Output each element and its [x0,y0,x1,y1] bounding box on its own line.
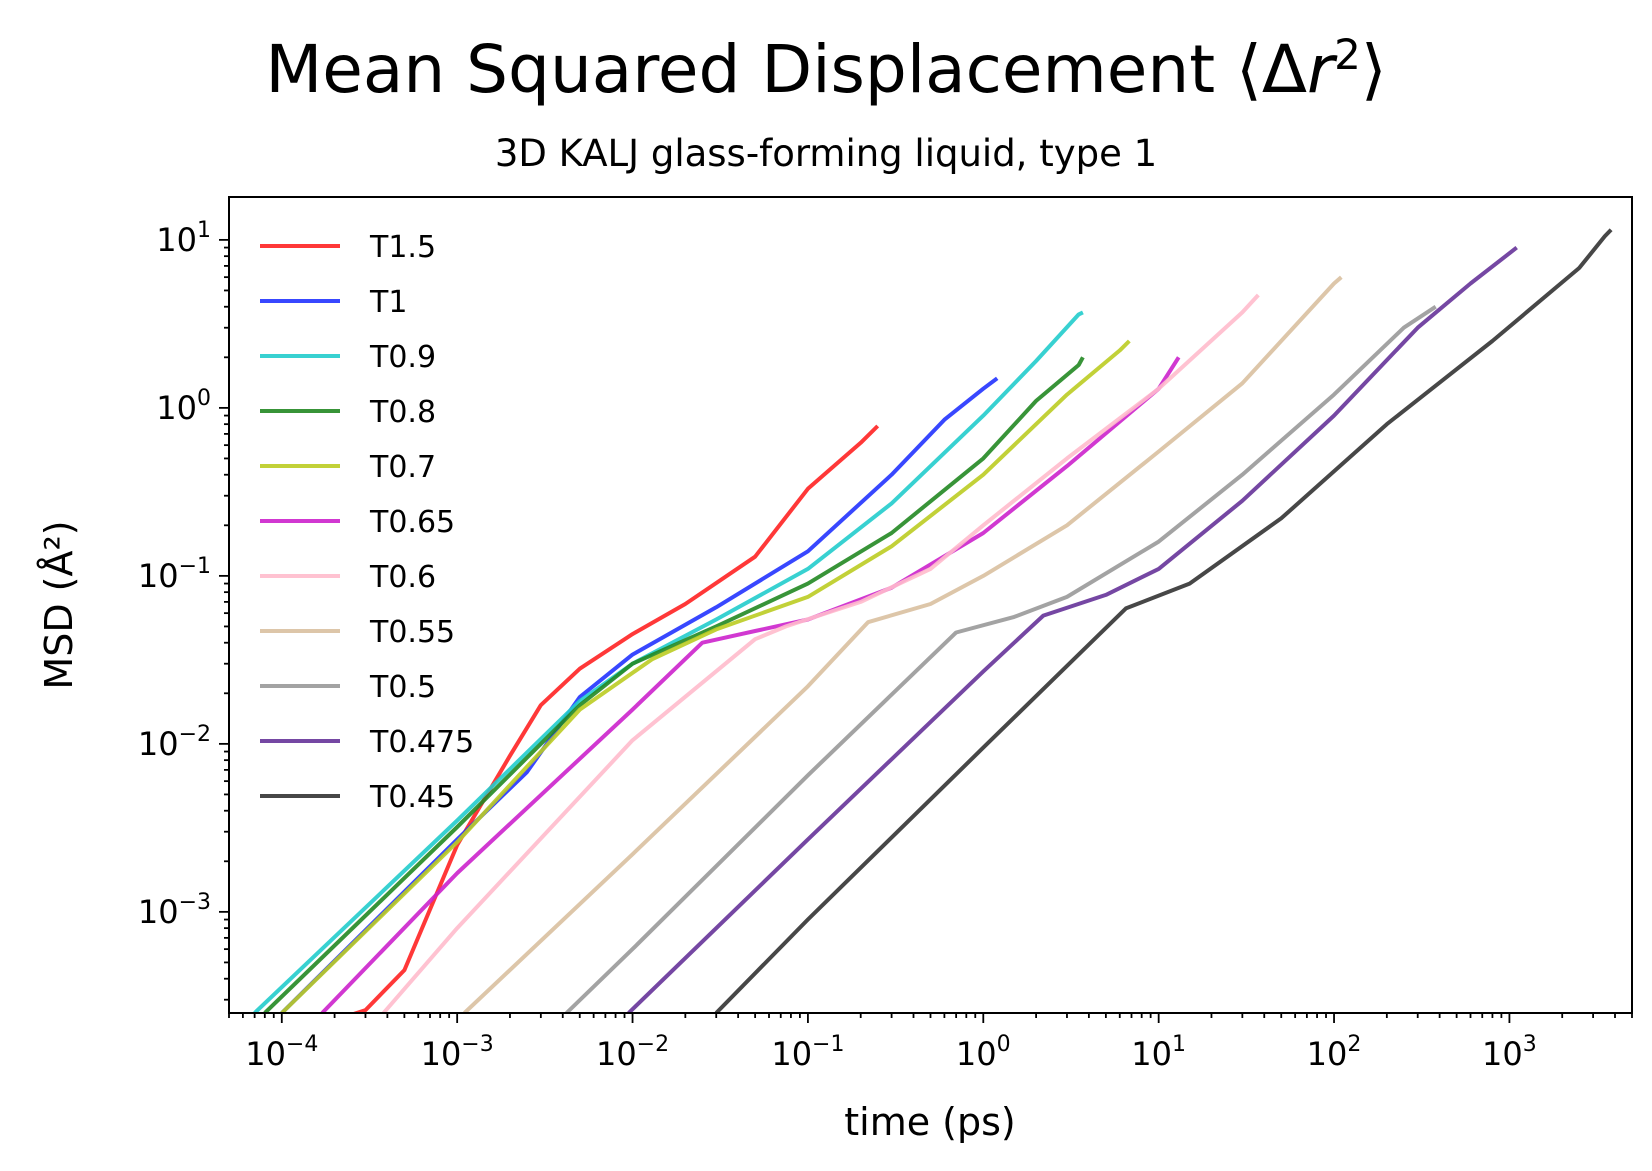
x-tick-label: 10−1 [771,1032,844,1073]
series-line-T0.6 [381,293,1260,1013]
series-line-T0.475 [627,246,1518,1013]
chart-title: Mean Squared Displacement ⟨Δr2⟩ [265,30,1387,108]
legend-label: T0.7 [369,450,436,485]
y-tick-label: 101 [156,218,211,259]
x-tick-label: 100 [956,1032,1011,1073]
x-axis: 10−4 10−3 10−2 10−1 100 101 102 103 [228,1013,1633,1073]
y-axis-label: MSD (Å²) [37,520,81,689]
y-tick-label: 10−1 [138,554,211,595]
series-line-T0.65 [320,356,1181,1013]
legend: T1.5 T1 T0.9 T0.8 T0.7 T0.65 T0.6 T0.55 T0.5 T0.4… [260,230,474,815]
y-tick-label: 10−2 [138,722,211,763]
legend-item: T0.475 [260,725,474,760]
chart-subtitle: 3D KALJ glass-forming liquid, type 1 [494,132,1158,175]
legend-label: T0.45 [369,780,455,815]
y-axis: 10−3 10−2 10−1 100 101 [138,218,229,1001]
series-line-T0.45 [714,228,1613,1013]
y-tick-label: 10−3 [138,890,211,931]
legend-item: T0.5 [260,670,436,705]
legend-item: T0.6 [260,560,436,595]
series-line-T0.9 [253,310,1084,1013]
legend-label: T0.9 [369,340,436,375]
legend-item: T0.55 [260,615,455,650]
legend-item: T0.8 [260,395,436,430]
x-tick-label: 102 [1307,1032,1362,1073]
legend-label: T0.8 [369,395,436,430]
x-tick-label: 10−4 [245,1032,318,1073]
legend-label: T0.475 [369,725,474,760]
legend-item: T1.5 [260,230,436,265]
legend-item: T0.7 [260,450,436,485]
x-axis-label: time (ps) [844,1100,1016,1144]
series-line-T0.8 [263,356,1085,1013]
x-tick-label: 10−2 [596,1032,669,1073]
legend-item: T0.45 [260,780,455,815]
x-tick-label: 103 [1482,1032,1537,1073]
legend-label: T0.6 [369,560,436,595]
legend-label: T1.5 [369,230,436,265]
legend-item: T0.9 [260,340,436,375]
legend-label: T0.65 [369,505,455,540]
legend-label: T0.5 [369,670,436,705]
series-lines [253,228,1613,1013]
legend-label: T1 [369,285,407,320]
legend-label: T0.55 [369,615,455,650]
series-line-T0.55 [463,275,1343,1013]
x-tick-label: 10−3 [421,1032,494,1073]
y-tick-label: 100 [156,386,211,427]
x-tick-label: 101 [1131,1032,1186,1073]
legend-item: T1 [260,285,407,320]
series-line-T1.5 [350,424,880,1013]
legend-item: T0.65 [260,505,455,540]
series-line-T0.5 [565,305,1437,1013]
series-line-T0.7 [280,339,1131,1013]
